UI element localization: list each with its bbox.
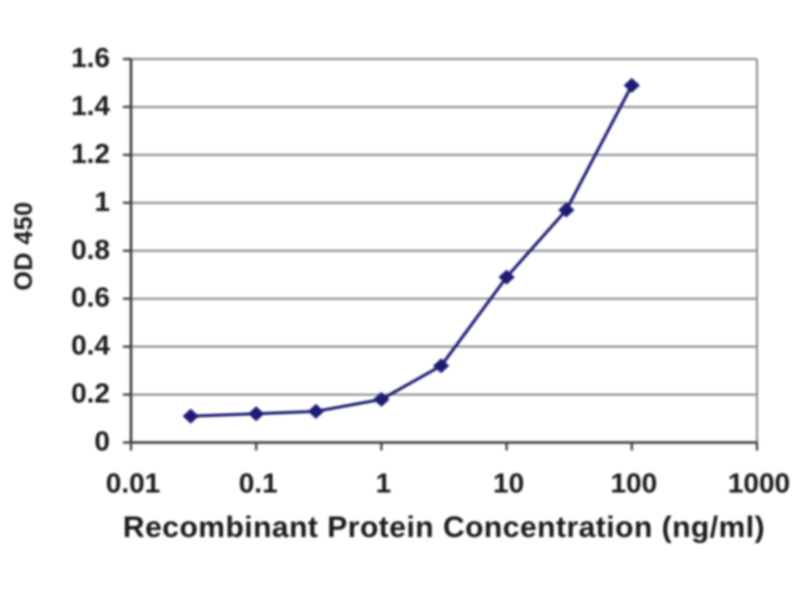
series-line [190, 84, 634, 418]
data-point-marker [182, 408, 199, 424]
data-point-marker [623, 77, 640, 93]
x-tick-label: 1 [376, 468, 392, 499]
y-tick-label: 1.4 [71, 90, 110, 121]
y-tick-label: 1.6 [71, 42, 110, 73]
x-tick-label: 1000 [728, 468, 790, 499]
y-tick-label: 0 [94, 426, 110, 457]
x-tick-label: 0.1 [239, 468, 278, 499]
x-axis-title: Recombinant Protein Concentration (ng/ml… [122, 511, 766, 544]
x-tick-label: 0.01 [106, 468, 161, 499]
data-point-marker [307, 403, 325, 419]
y-tick-label: 0.2 [71, 378, 110, 409]
y-tick-label: 1.2 [71, 138, 110, 169]
data-point-marker [498, 269, 515, 285]
x-tick-label: 100 [610, 468, 657, 499]
data-point-marker [248, 406, 265, 422]
y-tick-label: 1 [94, 186, 110, 217]
data-point-marker [373, 391, 390, 407]
y-tick-label: 0.8 [71, 234, 110, 265]
y-axis-title: OD 450 [10, 201, 38, 291]
data-point-marker [432, 358, 450, 374]
y-tick-label: 0.4 [71, 330, 110, 361]
data-point-marker [558, 202, 575, 218]
x-tick-label: 10 [493, 468, 524, 499]
y-tick-label: 0.6 [71, 282, 110, 313]
